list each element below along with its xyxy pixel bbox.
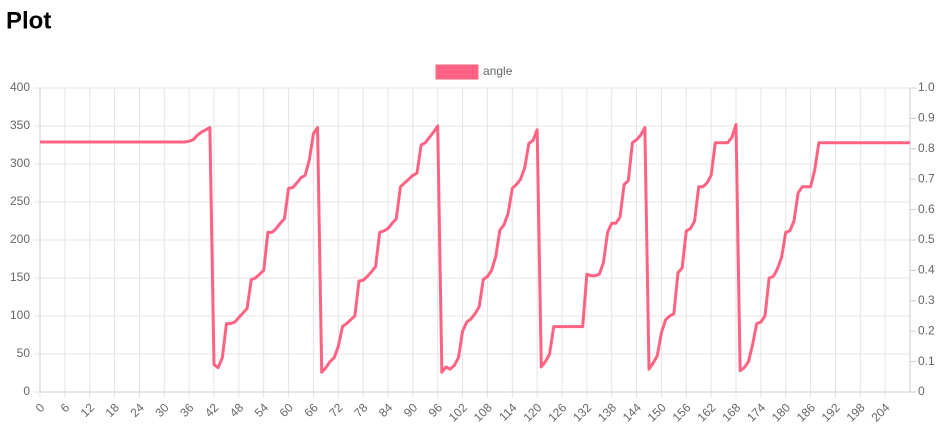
y-tick-label: 350 bbox=[10, 118, 30, 132]
x-tick-label: 42 bbox=[202, 400, 222, 420]
x-tick-label: 36 bbox=[177, 400, 197, 420]
x-tick-label: 108 bbox=[471, 400, 495, 424]
y2-tick-label: 0.1 bbox=[918, 354, 935, 368]
x-tick-label: 174 bbox=[744, 400, 768, 424]
y-tick-label: 300 bbox=[10, 156, 30, 170]
x-tick-label: 162 bbox=[694, 400, 718, 424]
y2-tick-label: 0.7 bbox=[918, 171, 935, 185]
y-tick-label: 150 bbox=[10, 270, 30, 284]
x-tick-label: 84 bbox=[376, 400, 396, 420]
data-line bbox=[40, 122, 910, 374]
x-tick-label: 192 bbox=[819, 400, 843, 424]
x-tick-label: 90 bbox=[401, 400, 421, 420]
x-tick-label: 126 bbox=[545, 400, 569, 424]
x-tick-label: 120 bbox=[520, 400, 544, 424]
x-tick-label: 48 bbox=[227, 400, 247, 420]
x-tick-label: 150 bbox=[645, 400, 669, 424]
y-tick-label: 200 bbox=[10, 232, 30, 246]
x-tick-label: 0 bbox=[33, 400, 48, 415]
x-tick-label: 198 bbox=[844, 400, 868, 424]
y-tick-label: 0 bbox=[23, 384, 30, 398]
x-tick-label: 132 bbox=[570, 400, 594, 424]
page-title: Plot bbox=[6, 7, 51, 34]
x-tick-label: 30 bbox=[152, 400, 172, 420]
x-tick-label: 168 bbox=[719, 400, 743, 424]
x-tick-label: 24 bbox=[127, 400, 147, 420]
x-tick-label: 54 bbox=[252, 400, 272, 420]
x-tick-label: 78 bbox=[351, 400, 371, 420]
x-tick-label: 60 bbox=[277, 400, 297, 420]
y-tick-label: 100 bbox=[10, 308, 30, 322]
y2-tick-label: 0.5 bbox=[918, 232, 935, 246]
y2-tick-label: 0.6 bbox=[918, 202, 935, 216]
y-tick-label: 50 bbox=[17, 346, 31, 360]
x-tick-label: 96 bbox=[426, 400, 446, 420]
y2-tick-label: 0.3 bbox=[918, 293, 935, 307]
y2-tick-label: 0.4 bbox=[918, 263, 935, 277]
y2-tick-label: 0.9 bbox=[918, 111, 935, 125]
x-tick-label: 144 bbox=[620, 400, 644, 424]
x-tick-label: 114 bbox=[496, 400, 520, 424]
y2-tick-label: 1.0 bbox=[918, 80, 935, 94]
x-tick-label: 186 bbox=[794, 400, 818, 424]
legend-swatch bbox=[435, 64, 479, 80]
y2-tick-label: 0 bbox=[918, 384, 925, 398]
x-tick-label: 72 bbox=[326, 400, 346, 420]
x-tick-label: 6 bbox=[58, 400, 73, 415]
y-tick-label: 250 bbox=[10, 194, 30, 208]
x-tick-label: 66 bbox=[301, 400, 321, 420]
x-tick-label: 204 bbox=[868, 400, 892, 424]
legend-label: angle bbox=[483, 64, 513, 78]
x-tick-label: 180 bbox=[769, 400, 793, 424]
x-tick-label: 12 bbox=[78, 400, 98, 420]
x-tick-label: 18 bbox=[103, 400, 123, 420]
x-tick-label: 102 bbox=[446, 400, 470, 424]
y2-tick-label: 0.8 bbox=[918, 141, 935, 155]
x-tick-label: 138 bbox=[595, 400, 619, 424]
y2-tick-label: 0.2 bbox=[918, 323, 935, 337]
x-tick-label: 156 bbox=[670, 400, 694, 424]
y-tick-label: 400 bbox=[10, 80, 30, 94]
